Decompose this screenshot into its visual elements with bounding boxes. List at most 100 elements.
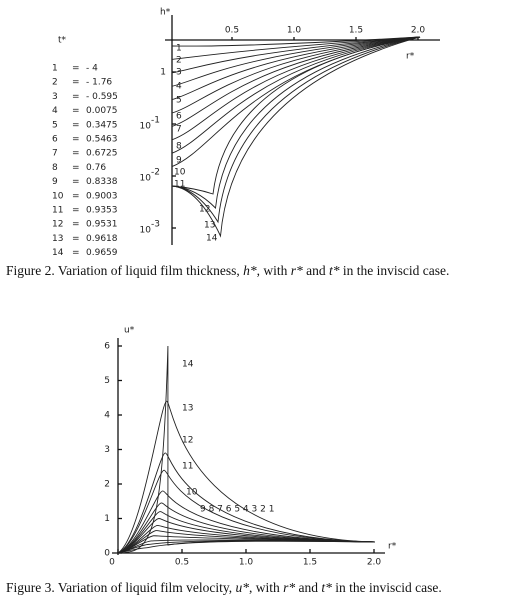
legend-cell: = bbox=[72, 120, 80, 130]
caption: Figure 2. Variation of liquid film thick… bbox=[6, 263, 449, 278]
curve bbox=[117, 524, 376, 554]
x-tick-label: 1.5 bbox=[349, 26, 363, 36]
curve-label: 13 bbox=[204, 221, 215, 231]
legend-cell: = bbox=[72, 220, 80, 230]
curve bbox=[171, 36, 421, 114]
legend-cell: 5 bbox=[52, 120, 58, 130]
legend-title: t* bbox=[58, 36, 67, 46]
legend-cell: - 4 bbox=[86, 64, 98, 74]
legend-cell: 0.9353 bbox=[86, 206, 118, 216]
legend-cell: 0.5463 bbox=[86, 135, 118, 145]
legend-cell: = bbox=[72, 191, 80, 201]
curve bbox=[117, 469, 376, 554]
x-tick-label: 2.0 bbox=[367, 558, 382, 568]
legend-cell: 14 bbox=[52, 248, 64, 258]
legend-cell: = bbox=[72, 206, 80, 216]
y-tick-label: 1 bbox=[104, 514, 110, 524]
curve bbox=[171, 36, 421, 101]
curve-label: 9 bbox=[176, 156, 182, 166]
curve bbox=[171, 36, 421, 224]
y-tick-label: 1 bbox=[160, 68, 166, 78]
legend-cell: 0.6725 bbox=[86, 149, 118, 159]
caption-part: Figure 2. Variation of liquid film thick… bbox=[6, 263, 243, 278]
x-tick-label: 1.0 bbox=[287, 26, 302, 36]
curve-label: 10 bbox=[174, 168, 186, 178]
y-tick-label: 2 bbox=[104, 480, 110, 490]
y-tick-label: 3 bbox=[104, 445, 110, 455]
legend-cell: 8 bbox=[52, 163, 58, 173]
curve-label: 11 bbox=[182, 462, 193, 472]
y-tick-label: 4 bbox=[104, 411, 110, 421]
curve bbox=[117, 540, 376, 554]
legend-cell: - 1.76 bbox=[86, 78, 112, 88]
y-tick-label: 10 bbox=[140, 174, 152, 184]
curve-label: 8 bbox=[176, 142, 182, 152]
legend-cell: 12 bbox=[52, 220, 63, 230]
curve bbox=[117, 511, 376, 554]
y-tick-label: 6 bbox=[104, 342, 110, 352]
curve bbox=[171, 36, 421, 60]
legend-cell: = bbox=[72, 248, 80, 258]
x-tick-label: 1.5 bbox=[303, 558, 317, 568]
legend-cell: = bbox=[72, 64, 80, 74]
caption-part: in the inviscid case. bbox=[340, 263, 450, 278]
caption-part: r* bbox=[283, 580, 295, 595]
curve bbox=[171, 36, 421, 209]
caption-part: t* bbox=[321, 580, 332, 595]
y-tick-label: 0 bbox=[104, 549, 110, 559]
x-axis-label: r* bbox=[406, 52, 415, 62]
x-tick-label: 0.5 bbox=[225, 26, 239, 36]
legend-cell: 13 bbox=[52, 234, 63, 244]
y-tick-label: 5 bbox=[104, 376, 110, 386]
caption-part: and bbox=[295, 580, 321, 595]
curve bbox=[171, 36, 421, 154]
curve-label: 5 bbox=[176, 96, 182, 106]
caption: Figure 3. Variation of liquid film veloc… bbox=[6, 580, 442, 595]
x-tick-label: 0 bbox=[109, 558, 115, 568]
caption-part: t* bbox=[329, 263, 340, 278]
curve-label: 1 bbox=[176, 44, 182, 54]
legend-cell: 1 bbox=[52, 64, 58, 74]
curve bbox=[117, 530, 376, 554]
y-tick-exponent: -2 bbox=[151, 168, 160, 178]
legend-cell: 11 bbox=[52, 206, 63, 216]
curve bbox=[117, 452, 376, 554]
caption-part: h* bbox=[243, 263, 257, 278]
curve-label: 13 bbox=[182, 404, 193, 414]
y-axis-label: u* bbox=[124, 326, 135, 336]
caption-part: Figure 3. Variation of liquid film veloc… bbox=[6, 580, 235, 595]
legend-cell: 0.0075 bbox=[86, 106, 118, 116]
curve bbox=[171, 36, 421, 74]
x-axis-label: r* bbox=[388, 542, 397, 552]
curve bbox=[117, 535, 376, 554]
legend-cell: = bbox=[72, 177, 80, 187]
curve-label: 7 bbox=[176, 125, 182, 135]
y-axis-label: h* bbox=[160, 8, 171, 18]
legend-cell: 2 bbox=[52, 78, 58, 88]
legend-cell: 0.9618 bbox=[86, 234, 118, 244]
caption-part: , with bbox=[257, 263, 291, 278]
legend-cell: 4 bbox=[52, 106, 58, 116]
curve-label: 14 bbox=[182, 360, 194, 370]
legend-cell: = bbox=[72, 149, 80, 159]
legend-cell: 0.9659 bbox=[86, 248, 118, 258]
curve-label: 3 bbox=[176, 68, 182, 78]
legend-cell: 6 bbox=[52, 135, 58, 145]
caption-part: , with bbox=[249, 580, 283, 595]
legend-cell: 0.8338 bbox=[86, 177, 118, 187]
legend-cell: = bbox=[72, 234, 80, 244]
curve bbox=[117, 490, 376, 554]
curve bbox=[117, 539, 376, 554]
legend-cell: = bbox=[72, 163, 80, 173]
curve-label: 6 bbox=[176, 112, 182, 122]
curve bbox=[171, 36, 421, 127]
y-tick-label: 10 bbox=[140, 226, 152, 236]
curve bbox=[171, 36, 421, 195]
curve bbox=[171, 36, 421, 87]
legend-cell: 7 bbox=[52, 149, 58, 159]
curve-label: 12 bbox=[199, 205, 210, 215]
legend-cell: - 0.595 bbox=[86, 92, 118, 102]
x-tick-label: 0.5 bbox=[175, 558, 189, 568]
curve-label: 12 bbox=[182, 436, 193, 446]
curve bbox=[171, 36, 421, 47]
